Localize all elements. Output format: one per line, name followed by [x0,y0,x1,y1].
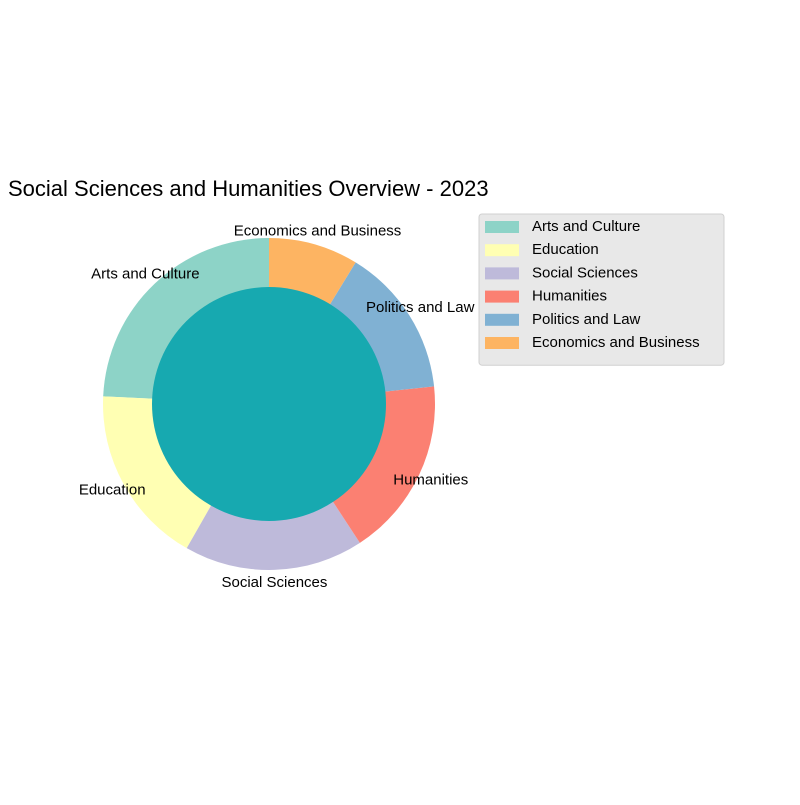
slice-label-arts-and-culture: Arts and Culture [91,266,199,283]
legend-label-humanities: Humanities [532,288,607,305]
legend-swatch-politics-and-law [485,313,519,326]
legend-label-politics-and-law: Politics and Law [532,311,641,328]
legend-swatch-humanities [485,290,519,303]
legend-swatch-education [485,244,519,257]
legend-label-social-sciences: Social Sciences [532,264,638,281]
slice-labels-group: Arts and Culture Education Social Sciences… [79,223,475,591]
legend: Arts and Culture Education Social Sciences… [478,213,725,366]
slice-label-humanities: Humanities [393,472,468,489]
legend-label-education: Education [532,241,599,258]
slice-label-social-sciences: Social Sciences [222,574,328,591]
legend-label-arts-and-culture: Arts and Culture [532,218,640,235]
legend-swatch-economics-and-business [485,337,519,349]
donut-center [152,287,386,521]
slice-label-politics-and-law: Politics and Law [366,299,475,316]
legend-label-economics-and-business: Economics and Business [532,334,700,351]
chart-title: Social Sciences and Humanities Overview … [8,176,489,201]
slice-label-economics-and-business: Economics and Business [234,223,402,240]
legend-swatch-social-sciences [485,267,519,280]
slice-label-education: Education [79,481,146,498]
legend-swatch-arts-and-culture [485,221,519,233]
legend-background [478,213,725,366]
